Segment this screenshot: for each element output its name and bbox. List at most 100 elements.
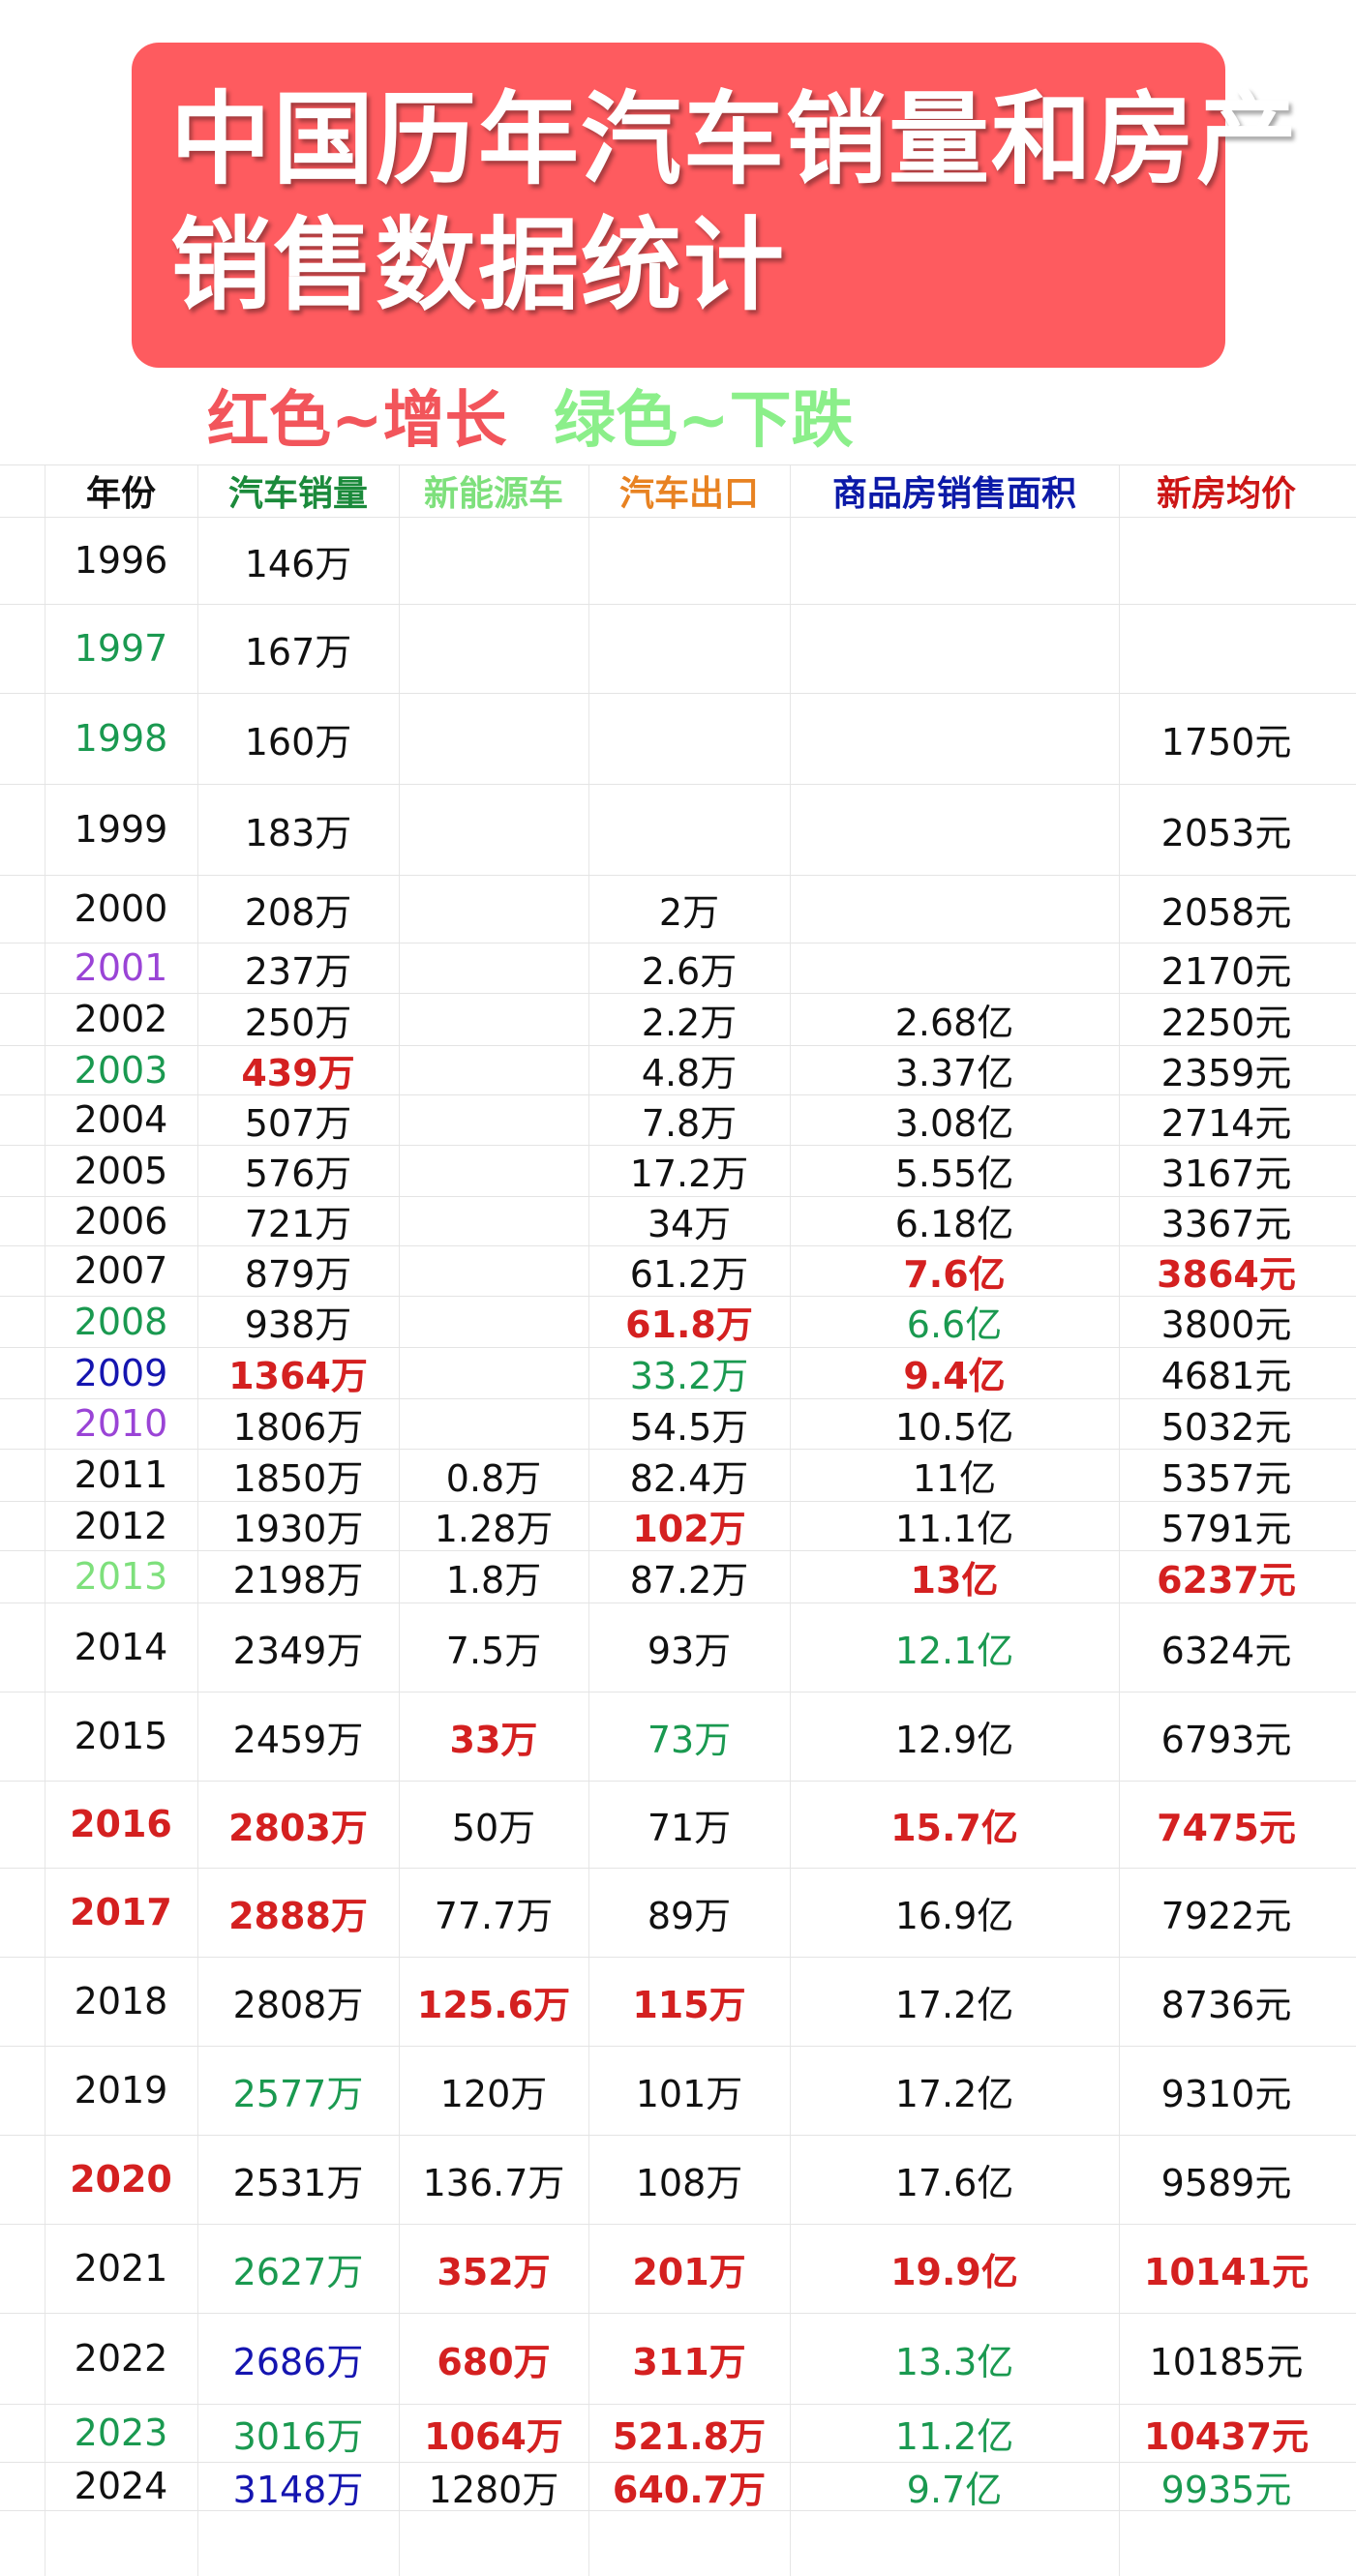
year-cell: 2010 <box>74 1402 168 1445</box>
house-price-cell: 2058元 <box>1160 890 1292 934</box>
house-price-cell: 7475元 <box>1157 1806 1296 1849</box>
title-line-1: 中国历年汽车销量和房产 <box>170 80 1300 198</box>
grid-line <box>0 2046 1356 2047</box>
housing-area-cell: 17.6亿 <box>894 2161 1014 2204</box>
housing-area-cell: 6.18亿 <box>894 1203 1014 1245</box>
year-cell: 2007 <box>74 1249 168 1292</box>
table-row: 2001 237万 2.6万 2170元 <box>0 943 1356 993</box>
year-cell: 2009 <box>74 1351 168 1394</box>
export-cell: 34万 <box>647 1203 732 1245</box>
grid-line <box>399 464 400 2576</box>
housing-area-cell: 11亿 <box>912 1456 997 1500</box>
table-row: 2009 1364万 33.2万 9.4亿 4681元 <box>0 1347 1356 1398</box>
table-row: 2019 2577万 120万 101万 17.2亿 9310元 <box>0 2046 1356 2135</box>
table-row: 1996 146万 <box>0 517 1356 604</box>
nev-cell: 1064万 <box>424 2414 563 2458</box>
housing-area-cell <box>790 517 1119 604</box>
export-cell: 311万 <box>632 2340 746 2383</box>
table-row: 2013 2198万 1.8万 87.2万 13亿 6237元 <box>0 1550 1356 1603</box>
nev-cell <box>399 1145 588 1196</box>
export-cell: 54.5万 <box>629 1405 749 1449</box>
grid-line <box>1119 464 1120 2576</box>
grid-line <box>197 464 198 2576</box>
house-price-cell: 2359元 <box>1160 1052 1292 1094</box>
grid-line <box>0 1296 1356 1297</box>
car-sales-cell: 3016万 <box>232 2414 364 2458</box>
column-header: 新房均价 <box>1156 474 1296 514</box>
house-price-cell: 2053元 <box>1160 811 1292 854</box>
car-sales-cell: 250万 <box>244 1001 352 1044</box>
nev-cell: 50万 <box>451 1806 536 1849</box>
year-cell: 1997 <box>74 627 168 670</box>
grid-line <box>0 1868 1356 1869</box>
house-price-cell: 6324元 <box>1160 1629 1292 1672</box>
grid-line <box>0 1094 1356 1095</box>
nev-cell: 1.28万 <box>434 1508 554 1550</box>
export-cell: 201万 <box>632 2250 746 2293</box>
house-price-cell: 1750元 <box>1160 720 1292 764</box>
grid-line <box>0 784 1356 785</box>
year-cell: 1999 <box>74 808 168 851</box>
nev-cell: 1.8万 <box>445 1558 542 1602</box>
table-row: 2004 507万 7.8万 3.08亿 2714元 <box>0 1094 1356 1145</box>
grid-line <box>0 1501 1356 1502</box>
table-row: 2015 2459万 33万 73万 12.9亿 6793元 <box>0 1692 1356 1781</box>
year-cell: 2008 <box>74 1300 168 1343</box>
table-row: 2021 2627万 352万 201万 19.9亿 10141元 <box>0 2224 1356 2313</box>
grid-line <box>588 464 589 2576</box>
grid-line <box>0 517 1356 518</box>
grid-line <box>0 693 1356 694</box>
car-sales-cell: 2577万 <box>232 2072 364 2115</box>
table-row: 2005 576万 17.2万 5.55亿 3167元 <box>0 1145 1356 1196</box>
housing-area-cell <box>790 943 1119 993</box>
year-cell: 2003 <box>74 1048 168 1092</box>
export-cell: 71万 <box>647 1806 732 1849</box>
table-row: 2016 2803万 50万 71万 15.7亿 7475元 <box>0 1781 1356 1868</box>
nev-cell <box>399 1296 588 1347</box>
car-sales-cell: 1364万 <box>228 1355 368 1397</box>
housing-area-cell <box>790 604 1119 693</box>
housing-area-cell <box>790 784 1119 875</box>
house-price-cell: 5791元 <box>1160 1508 1292 1550</box>
car-sales-cell: 3148万 <box>232 2468 364 2511</box>
export-cell: 101万 <box>635 2072 743 2115</box>
column-header: 年份 <box>85 474 156 514</box>
house-price-cell: 6793元 <box>1160 1718 1292 1761</box>
title-banner: 中国历年汽车销量和房产 销售数据统计 <box>132 43 1297 368</box>
house-price-cell: 8736元 <box>1160 1983 1292 2026</box>
nev-cell <box>399 1398 588 1449</box>
house-price-cell: 10141元 <box>1143 2250 1310 2293</box>
grid-line <box>0 2404 1356 2405</box>
grid-line <box>0 464 1356 465</box>
house-price-cell: 5032元 <box>1160 1405 1292 1449</box>
house-price-cell: 10437元 <box>1143 2414 1310 2458</box>
housing-area-cell: 2.68亿 <box>894 1001 1014 1044</box>
year-cell: 1998 <box>74 717 168 760</box>
nev-cell: 120万 <box>439 2072 548 2115</box>
grid-line <box>0 2510 1356 2511</box>
export-cell: 640.7万 <box>612 2468 767 2511</box>
table-row: 2010 1806万 54.5万 10.5亿 5032元 <box>0 1398 1356 1449</box>
car-sales-cell: 2803万 <box>228 1806 368 1849</box>
export-cell: 521.8万 <box>612 2414 767 2458</box>
year-cell: 2011 <box>74 1453 168 1496</box>
housing-area-cell: 19.9亿 <box>890 2250 1018 2293</box>
export-cell: 93万 <box>647 1629 732 1672</box>
grid-line <box>0 2313 1356 2314</box>
grid-line <box>0 875 1356 876</box>
export-cell: 87.2万 <box>629 1558 749 1602</box>
year-cell: 2013 <box>74 1555 168 1598</box>
header-row: 年份 汽车销量 新能源车 汽车出口 商品房销售面积 新房均价 <box>0 464 1356 517</box>
housing-area-cell: 13亿 <box>910 1558 999 1602</box>
car-sales-cell: 2349万 <box>232 1629 364 1672</box>
grid-line <box>0 1347 1356 1348</box>
table-row: 2018 2808万 125.6万 115万 17.2亿 8736元 <box>0 1957 1356 2046</box>
export-cell: 2.6万 <box>641 949 738 993</box>
housing-area-cell: 3.37亿 <box>894 1052 1014 1094</box>
house-price-cell: 2250元 <box>1160 1001 1292 1044</box>
export-cell: 82.4万 <box>629 1456 749 1500</box>
car-sales-cell: 160万 <box>244 720 352 764</box>
nev-cell <box>399 1196 588 1245</box>
export-cell: 73万 <box>647 1718 732 1761</box>
export-cell: 2.2万 <box>641 1001 738 1044</box>
